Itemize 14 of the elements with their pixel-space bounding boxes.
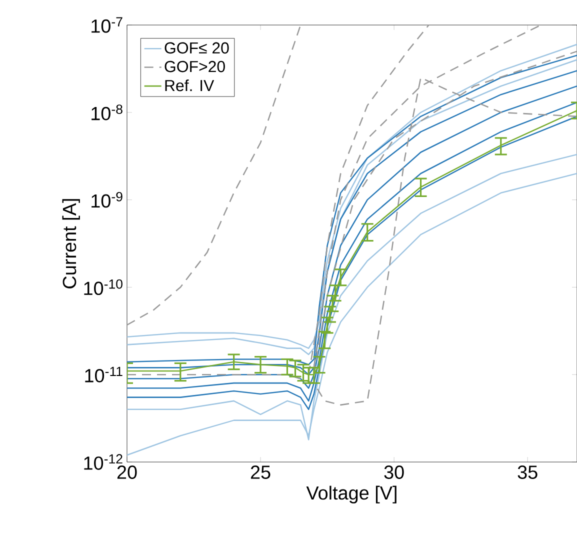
legend-label: Ref. IV	[165, 80, 214, 92]
legend-label: GOF>20	[164, 60, 225, 72]
y-tick-label: 10$^{-9}$	[92, 192, 122, 208]
y-tick-label: 10$^{-10}$	[84, 279, 122, 296]
legend-label: GOF≤ 20	[164, 42, 229, 54]
x-axis-title: Voltage [V]	[306, 486, 396, 504]
x-tick-label: 20	[117, 466, 137, 479]
y-tick-label: 10$^{-7}$	[92, 17, 122, 33]
x-tick-label: 30	[384, 466, 404, 479]
y-axis-title: Current [A]	[62, 199, 80, 288]
x-tick-label: 25	[250, 466, 270, 479]
y-tick-label: 10$^{-8}$	[92, 104, 122, 120]
y-tick-label: 10$^{-11}$	[85, 366, 122, 382]
x-tick-label: 35	[518, 466, 538, 479]
